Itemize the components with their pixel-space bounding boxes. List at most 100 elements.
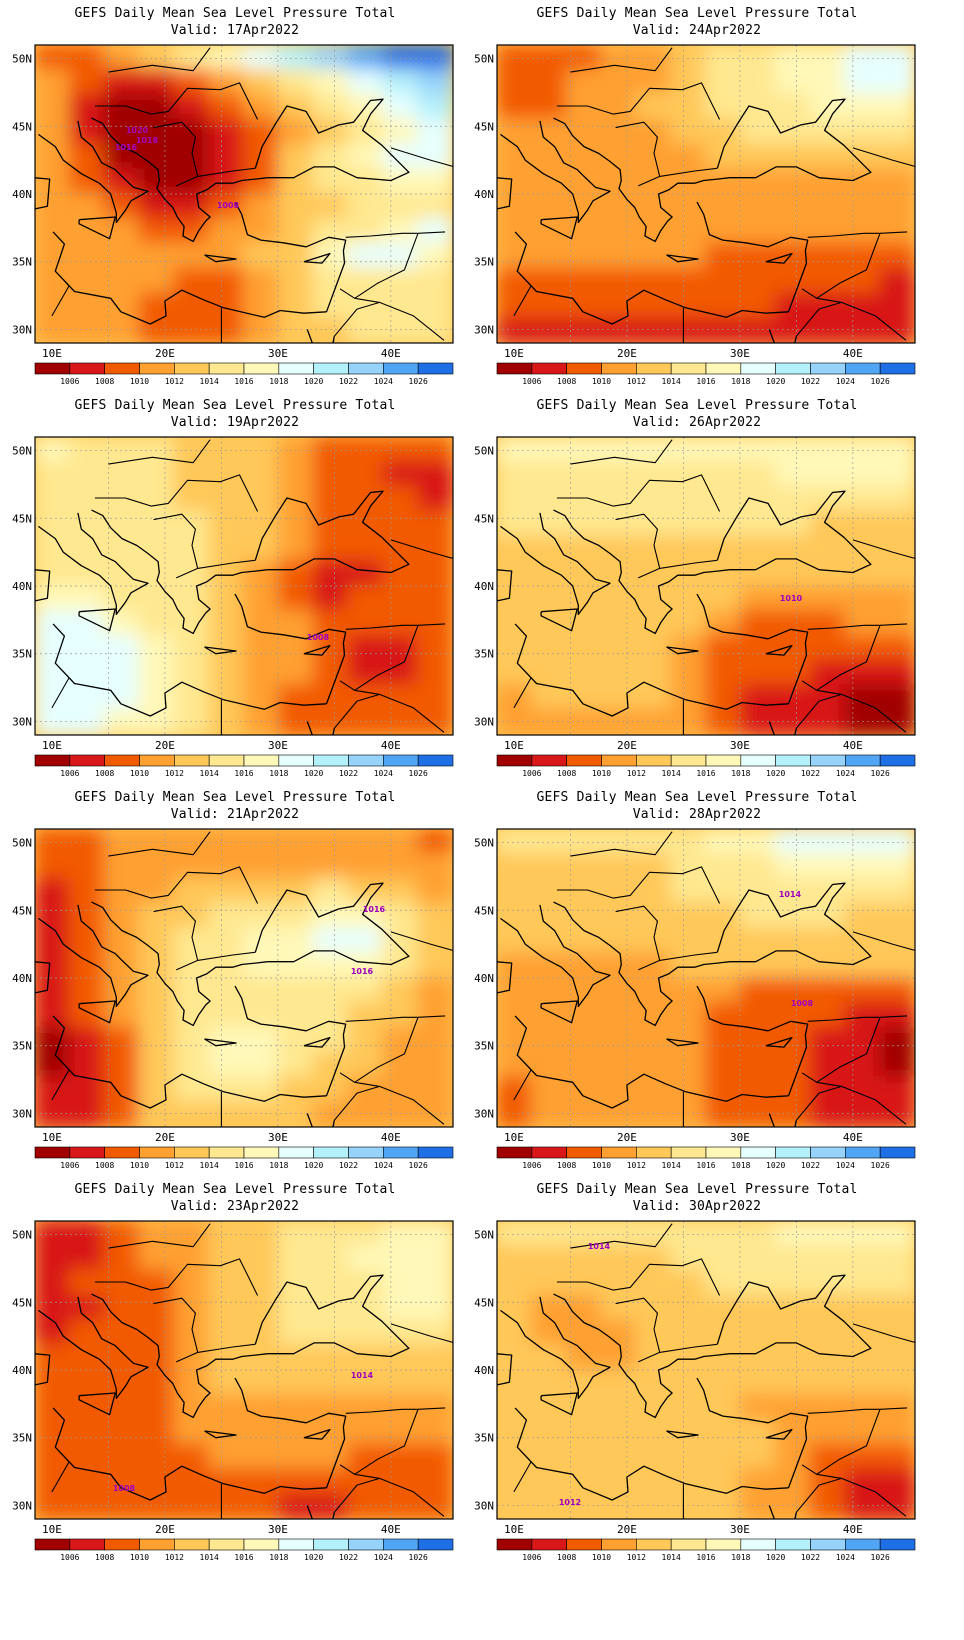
pressure-cell	[382, 877, 420, 905]
pressure-cell	[208, 217, 245, 245]
pressure-cell	[530, 45, 568, 71]
pressure-cell	[35, 317, 71, 343]
lon-tick-label: 40E	[843, 739, 863, 752]
colorbar-level-label: 1018	[731, 1161, 750, 1170]
pressure-cell	[138, 1468, 176, 1496]
pressure-cell	[208, 292, 245, 320]
pressure-cell	[68, 852, 106, 880]
pressure-cell	[138, 485, 176, 513]
colorbar-level-label: 1012	[165, 1161, 184, 1170]
pressure-cell	[844, 1369, 882, 1396]
pressure-cell	[635, 68, 673, 96]
pressure-cell	[844, 977, 882, 1004]
pressure-cell	[173, 1369, 211, 1396]
pressure-cell	[382, 1294, 420, 1322]
colorbar-swatch	[810, 754, 846, 767]
pressure-cell	[68, 1393, 106, 1421]
map-panel: GEFS Daily Mean Sea Level Pressure Total…	[462, 1176, 932, 1576]
pressure-cell	[844, 193, 882, 220]
pressure-field	[35, 829, 453, 1127]
lat-tick-label: 50N	[12, 53, 32, 66]
pressure-cell	[670, 877, 707, 905]
pressure-cell	[739, 1001, 777, 1029]
lat-tick-label: 35N	[12, 648, 32, 661]
pressure-cell	[739, 45, 777, 71]
pressure-cell	[35, 45, 71, 71]
pressure-cell	[879, 1076, 915, 1104]
pressure-cell	[277, 510, 315, 538]
pressure-cell	[530, 1051, 568, 1079]
pressure-cell	[670, 68, 707, 96]
pressure-cell	[103, 510, 141, 538]
pressure-cell	[635, 1244, 673, 1272]
colorbar-level-label: 1024	[836, 1553, 855, 1562]
pressure-cell	[138, 242, 176, 270]
pressure-cell	[809, 977, 847, 1004]
pressure-cell	[635, 1051, 673, 1079]
pressure-cell	[670, 93, 707, 121]
pressure-cell	[497, 1369, 533, 1396]
pressure-cell	[243, 1493, 280, 1519]
pressure-cell	[879, 927, 915, 955]
pressure-cell	[879, 168, 915, 195]
pressure-cell	[68, 1101, 106, 1127]
pressure-cell	[497, 510, 533, 538]
colorbar-level-label: 1006	[60, 769, 79, 778]
pressure-cell	[600, 1393, 638, 1421]
colorbar-swatch	[348, 362, 384, 375]
pressure-cell	[565, 634, 603, 662]
pressure-cell	[530, 1344, 568, 1371]
lon-tick-label: 30E	[730, 1523, 750, 1536]
pressure-cell	[809, 317, 847, 343]
pressure-cell	[277, 267, 315, 295]
pressure-cell	[600, 193, 638, 220]
pressure-cell	[35, 902, 71, 930]
coastlines	[35, 1223, 453, 1519]
colorbar-level-label: 1010	[130, 377, 149, 386]
pressure-cell	[173, 437, 211, 463]
colorbar-level-label: 1020	[304, 377, 323, 386]
pressure-cell	[347, 1393, 385, 1421]
pressure-cell	[809, 45, 847, 71]
pressure-cell	[103, 1418, 141, 1446]
pressure-cell	[565, 560, 603, 587]
pressure-cell	[35, 217, 71, 245]
pressure-cell	[35, 1344, 71, 1371]
pressure-cell	[208, 1221, 245, 1247]
pressure-cell	[173, 1221, 211, 1247]
pressure-cell	[312, 877, 350, 905]
pressure-cell	[739, 1026, 777, 1054]
pressure-cell	[565, 927, 603, 955]
pressure-cell	[774, 45, 812, 71]
colorbar-level-label: 1006	[60, 1161, 79, 1170]
colorbar-swatch	[104, 1146, 140, 1159]
pressure-cell	[35, 1393, 71, 1421]
pressure-cell	[879, 217, 915, 245]
pressure-cell	[670, 684, 707, 712]
pressure-cell	[565, 852, 603, 880]
colorbar-level-label: 1024	[374, 377, 393, 386]
pressure-cell	[670, 460, 707, 488]
colorbar-swatch	[705, 1146, 742, 1159]
pressure-cell	[382, 437, 420, 463]
lat-tick-label: 50N	[12, 837, 32, 850]
colorbar-swatch	[601, 362, 637, 375]
pressure-cell	[809, 1221, 847, 1247]
pressure-cell	[347, 852, 385, 880]
pressure-cell	[347, 585, 385, 612]
pressure-cell	[774, 1369, 812, 1396]
lon-tick-label: 20E	[155, 739, 175, 752]
pressure-cell	[739, 1468, 777, 1496]
colorbar: 1006 1008 1010 1012 1014 1016 1018 1020 1022 1024…	[496, 754, 916, 778]
pressure-cell	[635, 193, 673, 220]
pressure-cell	[35, 242, 71, 270]
pressure-cell	[809, 659, 847, 687]
pressure-cell	[35, 168, 71, 195]
pressure-cell	[739, 902, 777, 930]
pressure-cell	[774, 485, 812, 513]
pressure-cell	[382, 1244, 420, 1272]
pressure-cell	[739, 510, 777, 538]
pressure-cell	[844, 118, 882, 146]
colorbar-swatch	[243, 754, 280, 767]
lon-tick-label: 30E	[730, 347, 750, 360]
